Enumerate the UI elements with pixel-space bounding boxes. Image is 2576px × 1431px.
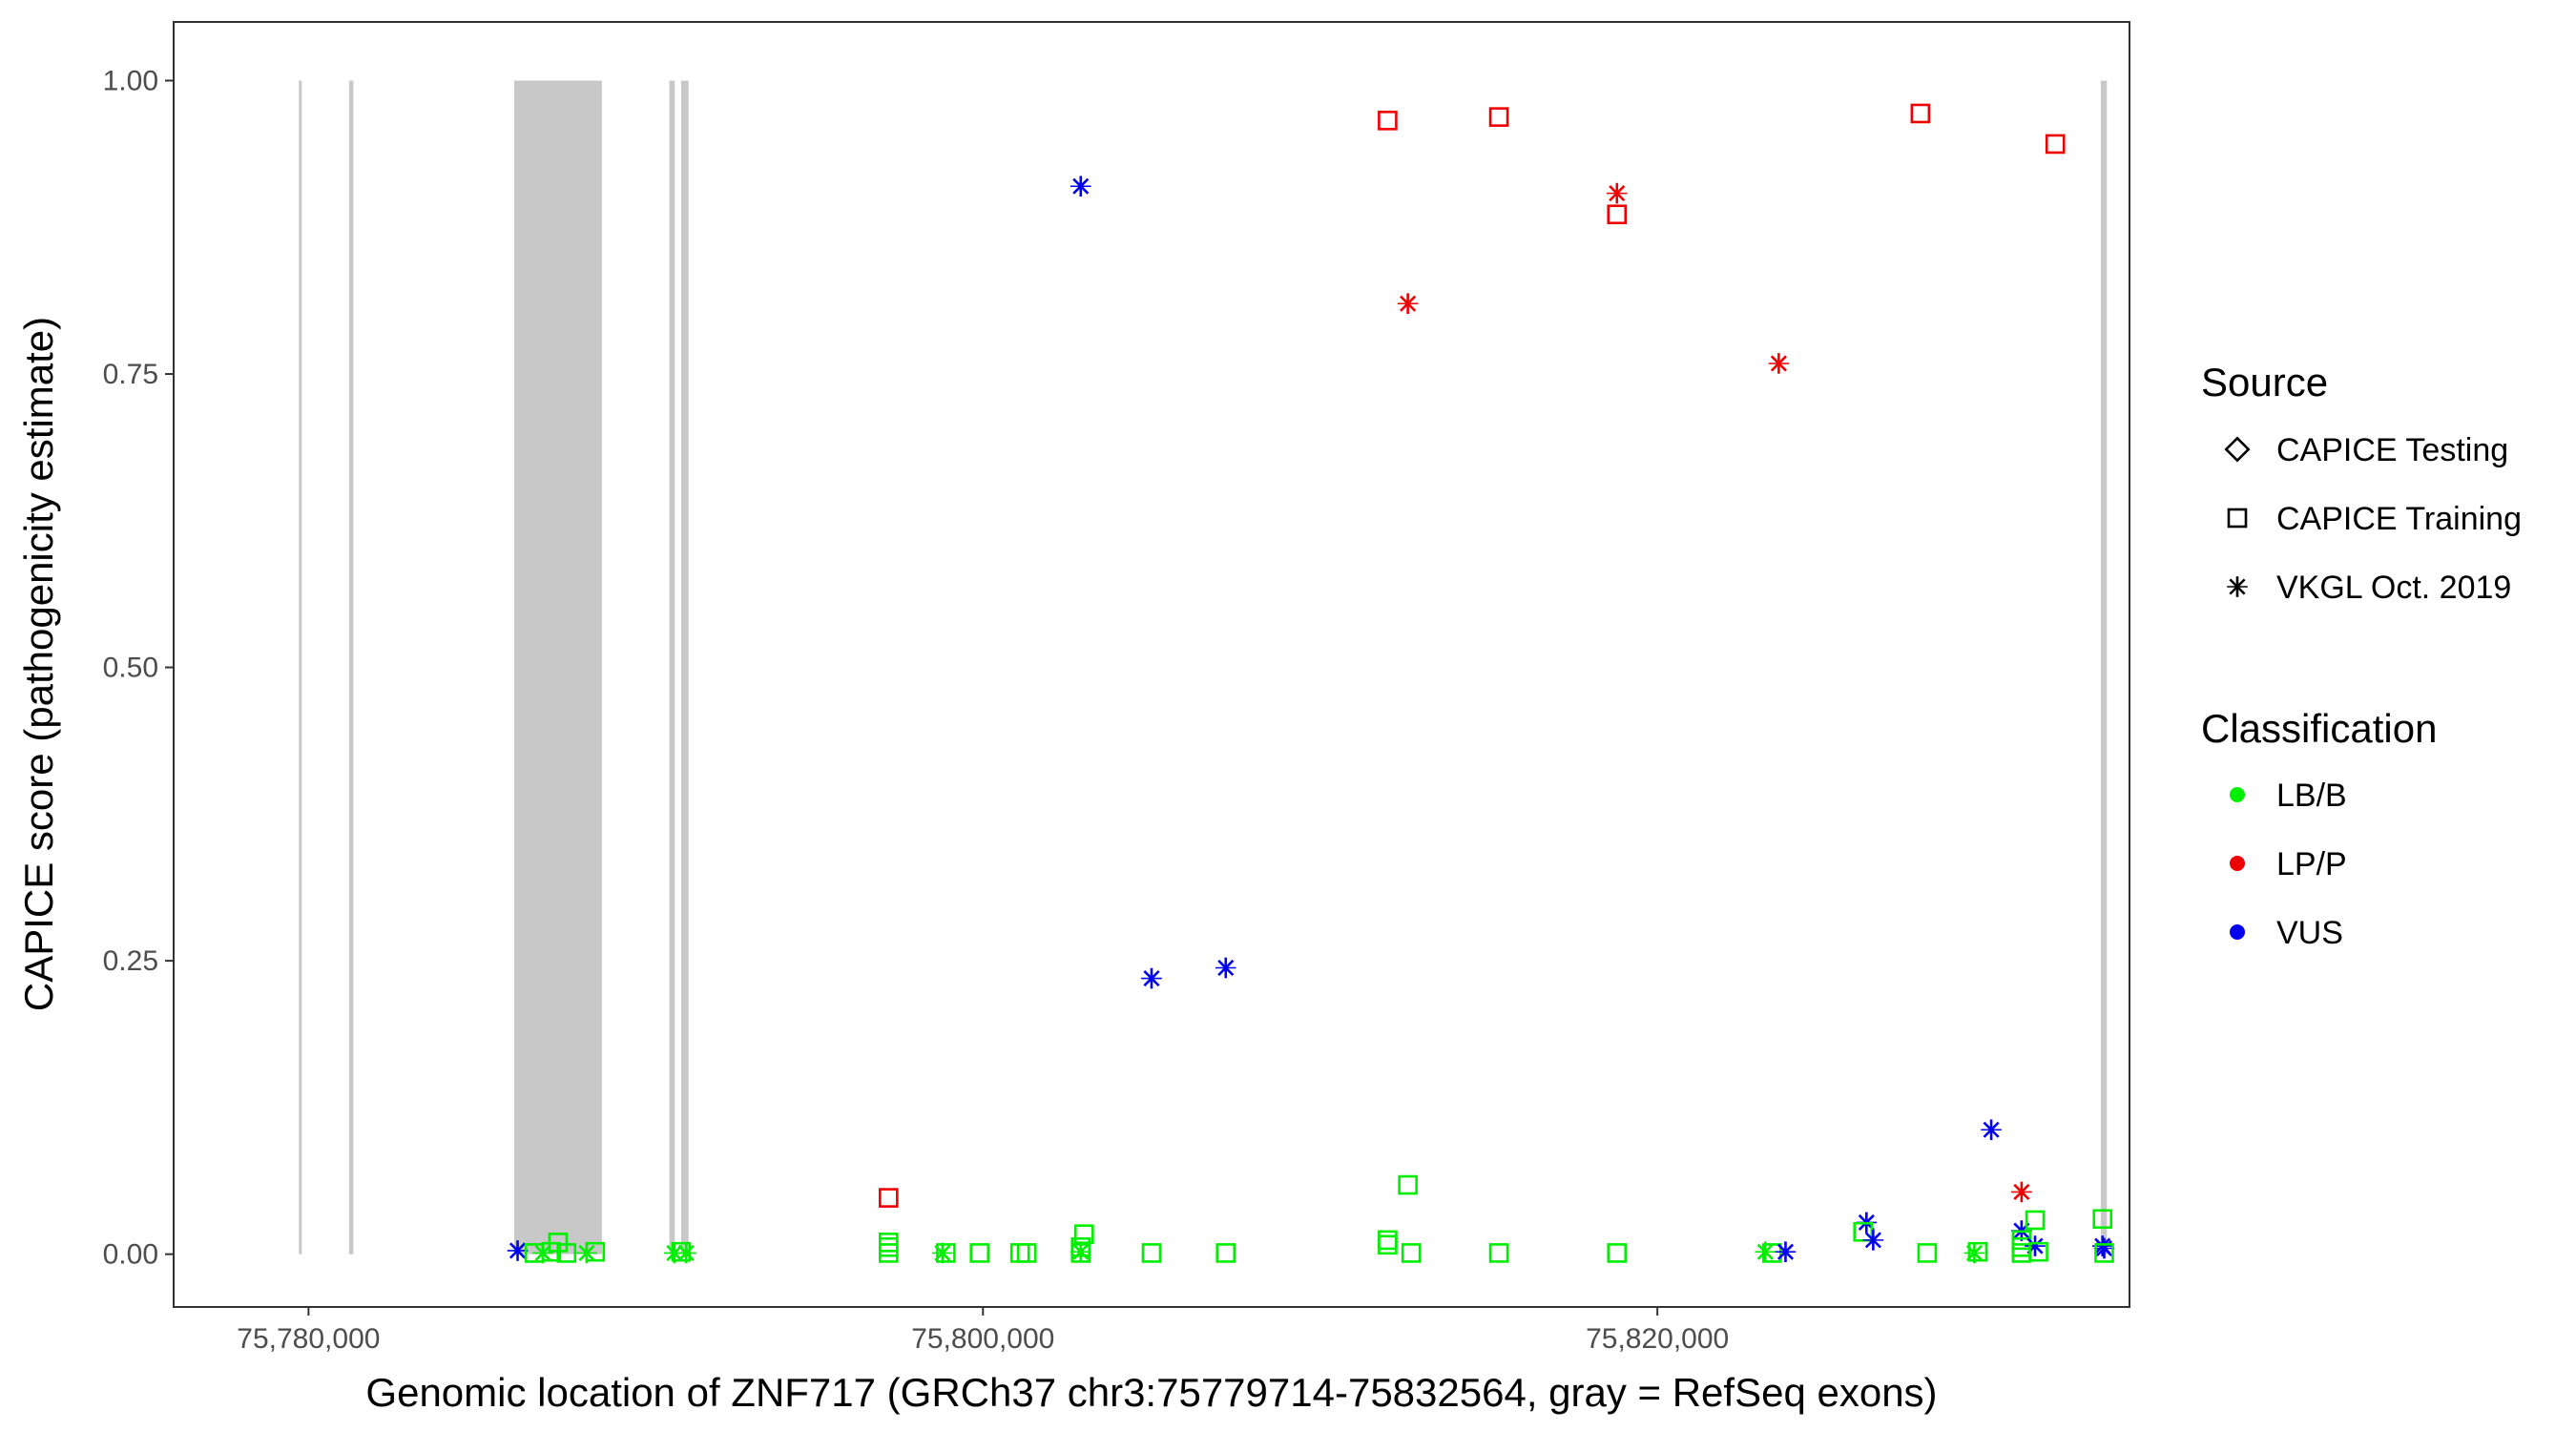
x-tick-label: 75,800,000 — [911, 1323, 1054, 1355]
data-point — [1397, 293, 1419, 315]
data-point — [2025, 1235, 2046, 1256]
legend-key-dot — [2230, 787, 2245, 802]
data-point — [2011, 1181, 2032, 1203]
legend-key-diamond — [2224, 436, 2251, 463]
exon-band — [680, 80, 689, 1255]
data-point — [1401, 1243, 1422, 1263]
data-point — [1488, 107, 1509, 127]
legend-key-asterisk — [2227, 576, 2248, 597]
data-point — [585, 1241, 606, 1262]
data-point — [1775, 1241, 1797, 1262]
data-point — [932, 1242, 953, 1264]
legend-label: LP/P — [2276, 846, 2347, 882]
exon-band — [2100, 80, 2108, 1255]
data-points — [507, 103, 2115, 1264]
data-point — [1074, 1224, 1094, 1245]
data-point — [879, 1188, 899, 1208]
x-tick-label: 75,820,000 — [1586, 1323, 1729, 1355]
legend-label: CAPICE Testing — [2276, 432, 2508, 468]
data-point — [1917, 1243, 1938, 1263]
legend-label: VUS — [2276, 915, 2343, 951]
legend-label: LB/B — [2276, 778, 2347, 814]
data-point — [675, 1242, 697, 1264]
data-point — [1981, 1119, 2002, 1141]
data-point — [1398, 1174, 1418, 1195]
y-tick-label: 0.25 — [103, 945, 158, 977]
exon-band — [513, 80, 602, 1255]
y-axis: 0.00 0.25 0.50 0.75 1.00 — [103, 66, 174, 1271]
data-point — [1215, 957, 1236, 979]
data-point — [556, 1243, 577, 1263]
data-point — [1141, 967, 1162, 989]
exon-bands — [299, 80, 2108, 1255]
data-point — [1070, 176, 1091, 197]
data-point — [1862, 1230, 1884, 1251]
data-point — [1768, 353, 1790, 374]
y-tick-label: 0.50 — [103, 653, 158, 684]
y-axis-title: CAPICE score (pathogenicity estimate) — [16, 317, 61, 1011]
legend-title-classification: Classification — [2201, 706, 2437, 751]
data-point — [879, 1243, 899, 1263]
data-point — [671, 1241, 692, 1262]
plot-panel-border — [173, 21, 2130, 1308]
data-point — [1755, 1241, 1776, 1262]
data-point — [936, 1243, 956, 1263]
exon-band — [669, 80, 675, 1255]
legend-label: VKGL Oct. 2019 — [2276, 570, 2511, 606]
exon-band — [348, 80, 354, 1255]
data-point — [1762, 1243, 1782, 1263]
data-point — [2045, 134, 2066, 155]
data-point — [1009, 1243, 1030, 1263]
data-point — [1378, 1230, 1398, 1251]
legend-key-dot — [2230, 856, 2245, 871]
legend-title-source: Source — [2201, 360, 2328, 404]
data-point — [969, 1243, 990, 1263]
data-point — [2094, 1243, 2114, 1263]
data-point — [1910, 103, 1931, 124]
data-point — [1141, 1243, 1162, 1263]
data-point — [2025, 1210, 2046, 1231]
legend-label: CAPICE Training — [2276, 501, 2522, 537]
data-point — [1488, 1243, 1509, 1263]
data-point — [2092, 1209, 2113, 1230]
x-tick-label: 75,780,000 — [237, 1323, 380, 1355]
y-tick-label: 1.00 — [103, 66, 158, 97]
data-point — [1016, 1243, 1037, 1263]
data-point — [1215, 1243, 1236, 1263]
exon-band — [299, 80, 302, 1255]
data-point — [1607, 1243, 1628, 1263]
legend-key-dot — [2230, 924, 2245, 940]
legend: Source Classification CAPICE Testing CAPI… — [2201, 360, 2522, 951]
data-point — [507, 1240, 529, 1261]
data-point — [1378, 1234, 1398, 1255]
data-point — [1606, 182, 1628, 204]
data-point — [2028, 1241, 2048, 1262]
data-point — [2011, 1236, 2032, 1257]
legend-key-square — [2227, 508, 2248, 529]
data-point — [1070, 1243, 1091, 1263]
x-axis-title: Genomic location of ZNF717 (GRCh37 chr3:… — [365, 1370, 1937, 1415]
x-axis: 75,780,000 75,800,000 75,820,000 — [237, 1307, 1729, 1355]
data-point — [1378, 111, 1398, 131]
y-tick-label: 0.75 — [103, 359, 158, 390]
data-point — [1967, 1241, 1988, 1262]
y-tick-label: 0.00 — [103, 1239, 158, 1271]
data-point — [1607, 204, 1628, 225]
data-point — [2093, 1237, 2115, 1259]
data-point — [879, 1236, 899, 1257]
data-point — [879, 1233, 899, 1253]
